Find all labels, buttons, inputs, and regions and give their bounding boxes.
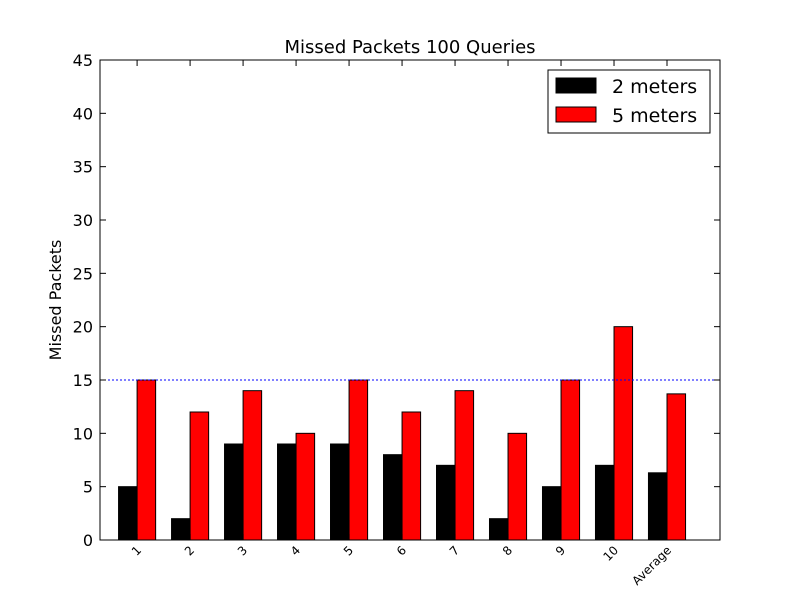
x-tick-label: 1 (129, 543, 144, 558)
bar-2-meters-4 (277, 443, 297, 541)
bar-5-meters-1 (136, 379, 157, 541)
plot-frame (99, 59, 721, 541)
bar-2-meters-1 (118, 486, 138, 541)
bar-2-meters-2 (171, 518, 191, 541)
x-tick-label: 8 (500, 543, 515, 558)
y-tick-label: 30 (73, 211, 93, 230)
bar-5-meters-5 (348, 379, 369, 541)
bar-5-meters-6 (401, 411, 422, 541)
bar-2-meters-5 (330, 443, 350, 541)
y-tick-label: 15 (73, 371, 93, 390)
bar-2-meters-7 (436, 464, 456, 541)
chart-title: Missed Packets 100 Queries (284, 37, 535, 58)
y-tick-label: 0 (83, 531, 93, 550)
legend-label-5-meters: 5 meters (612, 105, 697, 127)
x-tick-label: 4 (288, 543, 303, 558)
x-tick-label: 7 (447, 543, 462, 558)
bar-2-meters-8 (488, 518, 509, 541)
bar-5-meters-10 (613, 326, 634, 541)
y-tick-label: 5 (83, 478, 93, 497)
legend-label-2-meters: 2 meters (612, 76, 697, 98)
y-tick-label: 10 (73, 424, 93, 443)
bar-5-meters-2 (189, 411, 210, 541)
bar-5-meters-7 (454, 390, 475, 541)
x-tick-label: Average (629, 543, 674, 588)
legend-swatch-2-meters (555, 77, 597, 94)
bar-2-meters-9 (541, 486, 562, 541)
y-axis-label: Missed Packets (46, 240, 65, 361)
x-tick-label: 2 (182, 543, 197, 558)
bars-group (118, 326, 687, 541)
bar-2-meters-6 (383, 454, 403, 541)
bar-2-meters-10 (594, 464, 615, 541)
bar-2-meters-average (647, 472, 668, 541)
y-tick-label: 40 (73, 104, 93, 123)
x-tick-label: 10 (600, 543, 621, 564)
y-tick-label: 45 (73, 51, 93, 70)
x-tick-label: 5 (341, 543, 356, 558)
y-tick-label: 35 (73, 158, 93, 177)
bar-5-meters-9 (560, 379, 581, 541)
bar-5-meters-3 (242, 390, 263, 541)
x-tick-label: 9 (553, 543, 568, 558)
x-tick-label: 6 (394, 543, 409, 558)
bar-2-meters-3 (224, 443, 244, 541)
bar-5-meters-8 (507, 432, 528, 541)
legend: 2 meters 5 meters (547, 69, 711, 134)
y-axis-ticks: 0 5 10 15 20 25 30 35 40 45 (73, 51, 720, 550)
legend-swatch-5-meters (555, 106, 597, 123)
bar-5-meters-4 (295, 432, 316, 541)
y-tick-label: 20 (73, 318, 93, 337)
y-tick-label: 25 (73, 264, 93, 283)
x-tick-label: 3 (235, 543, 250, 558)
bar-5-meters-average (666, 393, 687, 541)
